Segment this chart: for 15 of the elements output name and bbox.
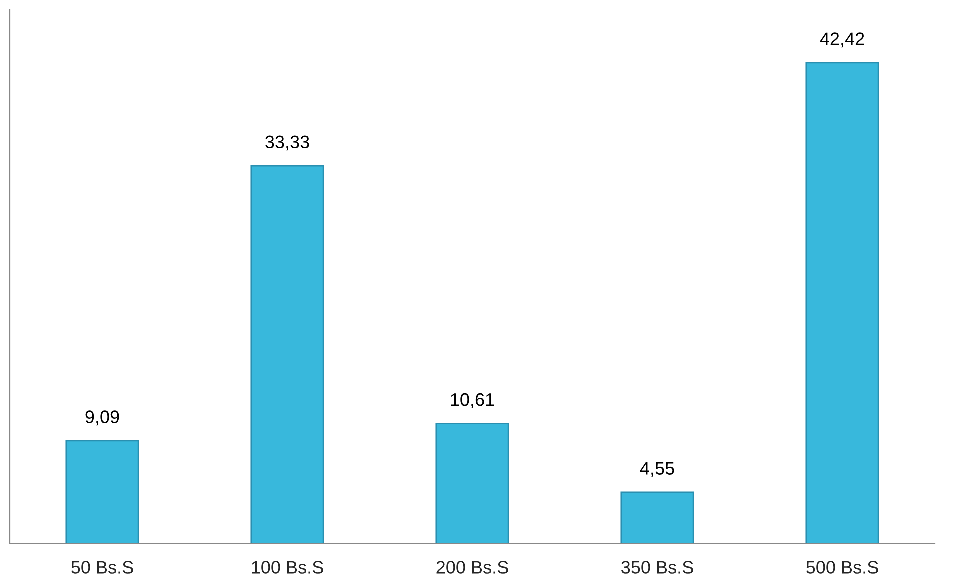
x-tick-label: 50 Bs.S: [72, 561, 134, 574]
bar: [250, 165, 324, 544]
data-label: 42,42: [820, 32, 864, 48]
data-label: 4,55: [640, 462, 674, 478]
data-label: 9,09: [86, 410, 120, 426]
data-label: 10,61: [451, 393, 494, 408]
x-tick-label: 350 Bs.S: [622, 561, 694, 574]
bar: [66, 440, 140, 544]
x-tick-label: 100 Bs.S: [252, 561, 324, 574]
bar: [806, 62, 880, 544]
bar: [620, 492, 694, 544]
x-tick-label: 200 Bs.S: [436, 561, 508, 574]
data-label: 33,33: [266, 136, 310, 151]
bar: [436, 422, 510, 544]
x-tick-label: 500 Bs.S: [806, 561, 878, 574]
